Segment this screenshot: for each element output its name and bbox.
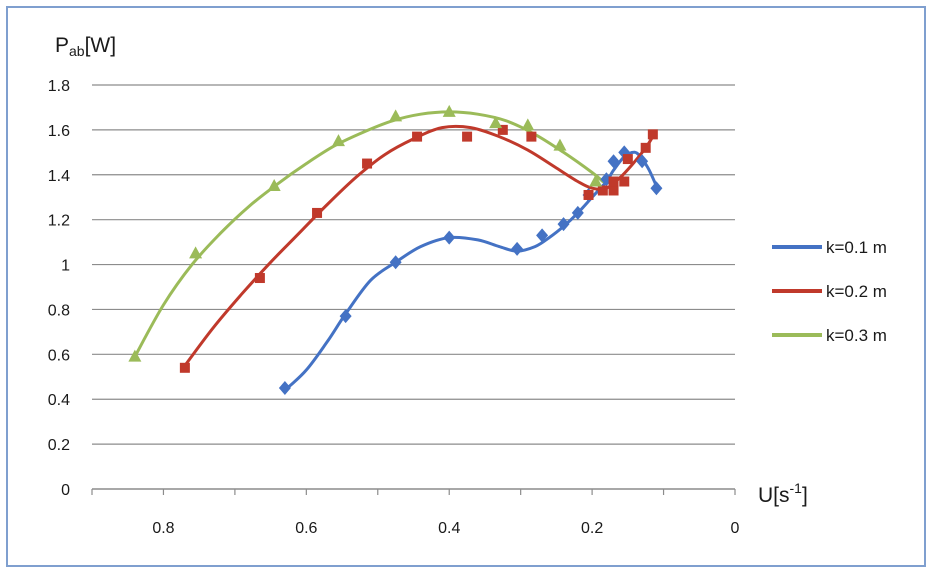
data-point-diamond: [536, 228, 549, 243]
data-point-square: [462, 131, 473, 142]
y-tick-label: 0.2: [48, 437, 70, 454]
data-point-diamond: [607, 154, 620, 169]
x-tick-label: 0.2: [581, 520, 603, 537]
data-point-triangle: [553, 138, 567, 151]
y-tick-label: 0.8: [48, 302, 70, 319]
data-point-triangle: [331, 134, 345, 147]
legend: k=0.1 m k=0.2 m k=0.3 m: [772, 238, 887, 345]
series-line-3: [133, 110, 605, 359]
data-point-square: [647, 129, 658, 140]
data-point-square: [608, 185, 619, 196]
x-axis-title: U[s-1]: [758, 480, 808, 507]
x-tick-label: 0.6: [295, 520, 317, 537]
data-point-diamond: [650, 181, 663, 196]
data-point-diamond: [339, 309, 352, 324]
data-point-triangle: [128, 349, 142, 362]
data-point-triangle: [389, 109, 403, 122]
gridlines: [92, 84, 735, 445]
data-point-diamond: [636, 154, 649, 169]
data-point-square: [179, 362, 190, 373]
data-point-diamond: [278, 381, 291, 395]
legend-label-1: k=0.1 m: [826, 238, 887, 257]
data-point-diamond: [557, 217, 570, 232]
y-tick-label: 0.6: [48, 347, 70, 364]
data-point-square: [412, 131, 423, 142]
x-axis-title-sup: -1: [790, 480, 803, 496]
y-tick-label: 0: [61, 482, 70, 499]
y-axis-title-main: P: [55, 34, 69, 57]
data-point-square: [362, 158, 373, 169]
legend-label-3: k=0.3 m: [826, 326, 887, 345]
data-point-square: [619, 176, 630, 187]
data-point-triangle: [189, 246, 203, 259]
data-point-diamond: [389, 255, 402, 270]
data-point-square: [312, 207, 323, 218]
y-tick-label: 1.4: [48, 168, 70, 185]
data-point-square: [640, 142, 651, 153]
y-tick-label: 1.2: [48, 213, 70, 230]
data-point-square: [254, 273, 265, 284]
x-ticks: 0.8 0.6 0.4 0.2 0: [91, 489, 740, 537]
y-tick-label: 1: [61, 258, 70, 275]
x-axis-title-main: U[s: [758, 484, 790, 507]
y-tick-label: 0.4: [48, 392, 70, 409]
data-point-triangle: [489, 116, 503, 129]
series-markers: [128, 104, 663, 395]
data-point-diamond: [511, 241, 524, 256]
y-ticks: 0 0.2 0.4 0.6 0.8 1 1.2 1.4 1.6 1.8: [48, 78, 70, 499]
data-point-triangle: [442, 104, 456, 117]
data-point-diamond: [443, 230, 456, 245]
x-tick-label: 0: [731, 520, 740, 537]
data-point-square: [497, 124, 508, 135]
x-axis-title-close: ]: [802, 484, 808, 507]
chart-frame: [6, 6, 926, 567]
data-point-triangle: [521, 118, 535, 131]
data-point-triangle: [267, 179, 281, 191]
data-point-square: [526, 131, 537, 142]
series-curves: [133, 110, 658, 392]
y-axis-title-unit: [W]: [85, 34, 117, 57]
y-axis-title-sub: ab: [69, 43, 85, 59]
x-tick-label: 0.8: [152, 520, 174, 537]
data-point-diamond: [571, 205, 584, 220]
legend-label-2: k=0.2 m: [826, 282, 887, 301]
data-point-square: [583, 189, 594, 200]
y-tick-label: 1.6: [48, 123, 70, 140]
x-tick-label: 0.4: [438, 520, 460, 537]
data-point-triangle: [589, 174, 603, 187]
y-axis-title: Pab[W]: [55, 34, 116, 59]
y-tick-label: 1.8: [48, 78, 70, 95]
data-point-square: [608, 176, 619, 187]
data-point-square: [622, 154, 633, 165]
data-point-square: [597, 185, 608, 196]
